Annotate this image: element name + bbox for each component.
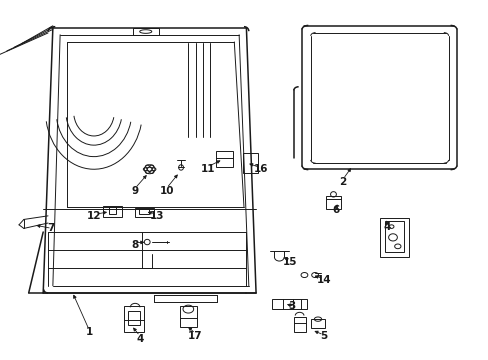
- Text: 16: 16: [253, 164, 267, 174]
- Text: 17: 17: [188, 331, 203, 341]
- Bar: [271, 299, 306, 309]
- Text: 8: 8: [131, 239, 139, 249]
- Text: 14: 14: [316, 275, 330, 285]
- Bar: [310, 319, 325, 328]
- Text: 6: 6: [332, 206, 339, 216]
- Text: 9: 9: [131, 186, 139, 196]
- Text: 12: 12: [86, 211, 101, 221]
- Bar: [379, 218, 408, 257]
- Bar: [108, 207, 116, 214]
- Bar: [293, 318, 305, 332]
- Text: 10: 10: [159, 186, 173, 196]
- Bar: [135, 208, 153, 217]
- Bar: [139, 209, 148, 214]
- Text: 4: 4: [136, 333, 143, 343]
- Bar: [127, 311, 140, 325]
- Text: 1: 1: [85, 327, 93, 337]
- Text: 2: 2: [339, 177, 346, 187]
- Bar: [102, 206, 122, 217]
- Bar: [124, 306, 143, 332]
- Text: 11: 11: [200, 164, 215, 174]
- Bar: [384, 221, 403, 252]
- Text: 13: 13: [149, 211, 164, 221]
- Bar: [325, 196, 340, 209]
- Bar: [243, 153, 257, 173]
- Text: 5: 5: [320, 331, 327, 341]
- Bar: [132, 28, 159, 35]
- Text: 7: 7: [47, 224, 54, 233]
- Bar: [179, 306, 196, 327]
- Bar: [216, 151, 232, 167]
- Text: 4: 4: [382, 222, 389, 231]
- Text: 3: 3: [288, 301, 295, 311]
- Text: 15: 15: [282, 257, 297, 267]
